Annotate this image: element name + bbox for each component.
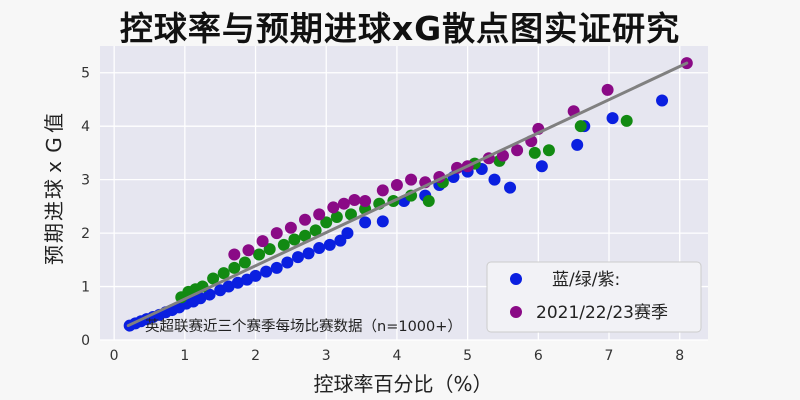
data-point-blue [281, 256, 294, 269]
data-point-blue [341, 227, 354, 240]
x-tick-label: 2 [251, 348, 260, 364]
data-point-purple [313, 208, 326, 221]
y-tick-label: 1 [81, 280, 90, 296]
data-point-blue [231, 276, 244, 289]
legend-marker-blue [510, 273, 522, 285]
y-axis-label-char: 球 [42, 179, 66, 199]
data-point-green [228, 261, 241, 274]
data-point-blue [194, 292, 207, 305]
data-point-purple [242, 244, 255, 257]
y-axis-label-char: 期 [42, 223, 66, 243]
y-tick-label: 3 [81, 173, 90, 189]
data-point-purple [299, 213, 312, 226]
data-point-green [253, 248, 266, 261]
data-point-blue [606, 112, 619, 125]
data-point-purple [405, 173, 418, 186]
data-point-blue [504, 181, 517, 194]
data-point-blue [571, 138, 584, 151]
data-point-purple [327, 201, 340, 214]
data-point-green [542, 144, 555, 157]
data-point-blue [222, 280, 235, 293]
data-point-green [288, 233, 301, 246]
data-point-purple [228, 248, 241, 261]
x-tick-label: 4 [392, 348, 401, 364]
data-point-purple [359, 195, 372, 208]
data-point-green [299, 229, 312, 242]
x-tick-label: 5 [463, 348, 472, 364]
x-tick-label: 6 [534, 348, 543, 364]
y-tick-label: 0 [81, 333, 90, 349]
x-tick-label: 7 [605, 348, 614, 364]
data-point-green [330, 211, 343, 224]
data-point-purple [376, 184, 389, 197]
data-point-blue [270, 261, 283, 274]
data-point-purple [256, 235, 269, 248]
data-point-blue [249, 269, 262, 282]
legend: 蓝/绿/紫: 2021/22/23赛季 [486, 261, 702, 333]
data-point-purple [337, 197, 350, 210]
y-tick-label: 5 [81, 66, 90, 82]
data-point-blue [359, 216, 372, 229]
x-tick-label: 0 [110, 348, 119, 364]
data-point-green [217, 267, 230, 280]
data-point-blue [313, 242, 326, 255]
data-point-blue [203, 288, 216, 301]
x-tick-label: 8 [675, 348, 684, 364]
chart-title: 控球率与预期进球xG散点图实证研究 [119, 9, 681, 48]
data-point-blue [323, 238, 336, 251]
data-point-green [422, 195, 435, 208]
data-point-blue [291, 251, 304, 264]
data-point-green [207, 272, 220, 285]
data-point-green [344, 208, 357, 221]
chart-annotation: 英超联赛近三个赛季每场比赛数据（n=1000+） [145, 317, 462, 335]
legend-label-2: 2021/22/23赛季 [536, 302, 668, 323]
y-tick-label: 2 [81, 226, 90, 242]
y-axis-label-char: 值 [42, 113, 66, 133]
data-point-green [263, 243, 276, 256]
data-point-purple [348, 193, 361, 206]
data-point-blue [334, 234, 347, 247]
x-tick-label: 1 [180, 348, 189, 364]
x-tick-label: 3 [322, 348, 331, 364]
data-point-purple [496, 149, 509, 162]
trend-line [126, 61, 689, 328]
data-point-purple [601, 83, 614, 96]
data-point-purple [284, 221, 297, 234]
data-point-green [309, 224, 322, 237]
y-tick-label: 4 [81, 119, 90, 135]
data-point-blue [656, 94, 669, 107]
data-point-blue [535, 160, 548, 173]
data-point-blue [302, 247, 315, 260]
legend-box [486, 261, 702, 333]
data-point-purple [390, 178, 403, 191]
data-point-purple [511, 144, 524, 157]
x-axis-label: 控球率百分比（%） [313, 372, 492, 396]
legend-marker-purple [510, 306, 522, 318]
data-point-green [620, 114, 633, 127]
data-point-blue [488, 173, 501, 186]
legend-label-1: 蓝/绿/紫: [552, 270, 620, 290]
data-point-purple [270, 227, 283, 240]
tick-labels: 0 1 2 3 4 5 6 7 8 0 1 2 3 4 5 [81, 66, 684, 364]
y-axis-label-char: G [42, 137, 66, 153]
data-points [123, 57, 693, 332]
y-axis-label-char: 进 [42, 201, 66, 221]
y-axis-label-char: 预 [42, 245, 66, 265]
data-point-green [277, 238, 290, 251]
data-point-green [574, 120, 587, 133]
data-point-blue [376, 215, 389, 228]
data-point-blue [260, 265, 273, 278]
data-point-green [528, 146, 541, 159]
y-axis-label-char: x [42, 161, 66, 173]
data-point-green [238, 256, 251, 269]
data-point-green [320, 216, 333, 229]
